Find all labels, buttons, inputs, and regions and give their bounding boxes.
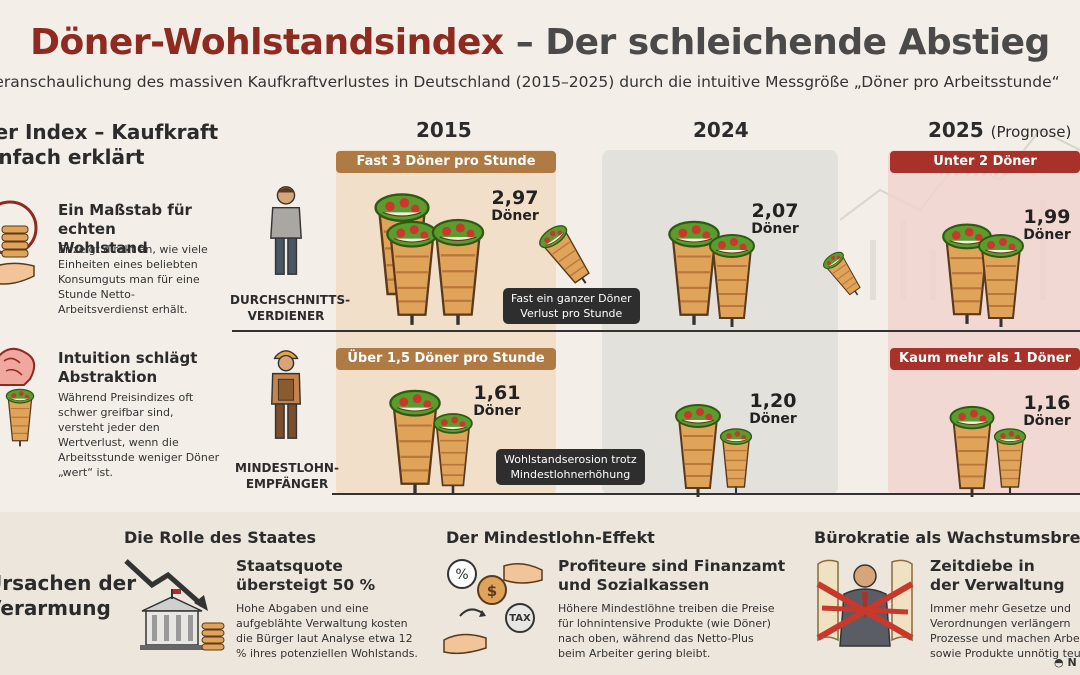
callout-average-loss: Fast ein ganzer Döner Verlust pro Stunde bbox=[503, 288, 640, 324]
year-2025-header: 2025 (Prognose) bbox=[928, 118, 1071, 142]
doner-icon-min-2025-2 bbox=[993, 427, 1027, 494]
block2-title: Intuition schlägt Abstraktion bbox=[58, 349, 198, 386]
value-min-2015-number: 1,61 bbox=[473, 382, 521, 404]
value-avg-2015: 2,97 Döner bbox=[480, 188, 550, 224]
year-2024-header: 2024 bbox=[693, 118, 749, 142]
minimum-wage-worker-icon bbox=[271, 350, 301, 439]
row-divider-top bbox=[232, 330, 1080, 332]
average-earner-icon bbox=[270, 186, 302, 275]
band-average-2025: Unter 2 Döner bbox=[890, 151, 1080, 173]
band-minimum-2025: Kaum mehr als 1 Döner bbox=[890, 348, 1080, 370]
section-state-subheading-line1: Staatsquote bbox=[236, 557, 343, 575]
band-minimum-2015: Über 1,5 Döner pro Stunde bbox=[336, 348, 556, 370]
year-2025-label: 2025 bbox=[928, 118, 984, 142]
value-min-2024: 1,20 Döner bbox=[738, 391, 808, 427]
value-avg-2024-unit: Döner bbox=[751, 221, 799, 237]
value-avg-2025-number: 1,99 bbox=[1023, 206, 1071, 228]
index-heading-line1: Der Index – Kaufkraft bbox=[0, 120, 219, 144]
value-min-2024-unit: Döner bbox=[749, 411, 797, 427]
value-avg-2025: 1,99 Döner bbox=[1012, 207, 1080, 243]
callout-minimum-erosion-line1: Wohlstandserosion trotz bbox=[504, 453, 637, 466]
value-avg-2024: 2,07 Döner bbox=[740, 201, 810, 237]
value-avg-2015-number: 2,97 bbox=[491, 187, 539, 209]
footer-logo-icon: ◓ bbox=[1054, 656, 1064, 669]
row-divider-bottom bbox=[332, 493, 1080, 495]
section-minimum-wage-heading: Der Mindestlohn-Effekt bbox=[446, 528, 655, 547]
svg-text:%: % bbox=[455, 567, 468, 583]
section-state-subheading: Staatsquote übersteigt 50 % bbox=[236, 557, 436, 595]
section-minimum-wage-subheading: Profiteure sind Finanzamt und Sozialkass… bbox=[558, 557, 788, 595]
section-state-heading: Die Rolle des Staates bbox=[124, 528, 317, 547]
value-avg-2025-unit: Döner bbox=[1023, 227, 1071, 243]
value-min-2025: 1,16 Döner bbox=[1012, 393, 1080, 429]
block1-text: Er zeigt direkt an, wie viele Einheiten … bbox=[58, 243, 208, 316]
section-bureaucracy-subheading-line1: Zeitdiebe in bbox=[930, 557, 1035, 575]
brain-doner-icon bbox=[0, 347, 36, 447]
footer-logo-text: N bbox=[1067, 656, 1077, 669]
doner-icon-min-2024-2 bbox=[719, 427, 753, 494]
value-min-2015-unit: Döner bbox=[473, 403, 521, 419]
tax-label: TAX bbox=[509, 613, 531, 624]
minimum-wage-earner-label-line1: MINDESTLOHN- bbox=[235, 461, 339, 475]
section-bureaucracy-heading: Bürokratie als Wachstumsbremse bbox=[814, 528, 1080, 547]
value-min-2025-number: 1,16 bbox=[1023, 392, 1071, 414]
section-minimum-wage-subheading-line2: und Sozialkassen bbox=[558, 576, 710, 594]
callout-average-loss-line2: Verlust pro Stunde bbox=[520, 307, 623, 320]
bureaucrat-red-tape-icon bbox=[816, 559, 914, 647]
doner-icon-avg-2024-2 bbox=[708, 233, 756, 328]
doner-icon-avg-2015-3 bbox=[430, 217, 486, 326]
value-avg-2015-unit: Döner bbox=[491, 208, 539, 224]
minimum-wage-earner-label-line2: EMPFÄNGER bbox=[245, 477, 329, 491]
title-secondary: – Der schleichende Abstieg bbox=[503, 22, 1051, 63]
block2-text: Während Preisindizes oft schwer greifbar… bbox=[58, 391, 220, 479]
causes-heading-line2: Verarmung bbox=[0, 596, 111, 620]
year-2015-header: 2015 bbox=[416, 118, 472, 142]
average-earner-label-line1: DURCHSCHNITTS- bbox=[230, 293, 351, 307]
callout-minimum-erosion-line2: Mindestlohnerhöhung bbox=[510, 468, 631, 481]
svg-text:$: $ bbox=[487, 582, 497, 600]
tax-money-hands-icon: % $ bbox=[443, 559, 543, 655]
causes-heading-line1: Ursachen der bbox=[0, 571, 137, 595]
callout-average-loss-line1: Fast ein ganzer Döner bbox=[511, 292, 632, 305]
section-state-text: Hohe Abgaben und eine aufgeblähte Verwal… bbox=[236, 602, 418, 660]
index-heading: Der Index – Kaufkraft einfach erklärt bbox=[0, 120, 218, 170]
callout-minimum-erosion: Wohlstandserosion trotz Mindestlohnerhöh… bbox=[496, 449, 645, 485]
section-bureaucracy-subheading-line2: der Verwaltung bbox=[930, 576, 1065, 594]
value-min-2025-unit: Döner bbox=[1023, 413, 1071, 429]
forecast-note: (Prognose) bbox=[990, 123, 1072, 141]
index-heading-line2: einfach erklärt bbox=[0, 145, 145, 169]
footer-logo: ◓ N bbox=[1054, 656, 1077, 669]
doner-icon-avg-2025-2 bbox=[977, 233, 1025, 328]
government-building-icon bbox=[124, 559, 225, 651]
page-subtitle: Veranschaulichung des massiven Kaufkraft… bbox=[0, 73, 1060, 91]
section-state-subheading-line2: übersteigt 50 % bbox=[236, 576, 376, 594]
section-bureaucracy-subheading: Zeitdiebe in der Verwaltung bbox=[930, 557, 1080, 595]
value-min-2015: 1,61 Döner bbox=[462, 383, 532, 419]
value-avg-2024-number: 2,07 bbox=[751, 200, 799, 222]
band-average-2015: Fast 3 Döner pro Stunde bbox=[336, 151, 556, 173]
average-earner-label-line2: VERDIENER bbox=[247, 309, 325, 323]
average-earner-label: DURCHSCHNITTS- VERDIENER bbox=[230, 292, 351, 324]
value-min-2024-number: 1,20 bbox=[749, 390, 797, 412]
block1-title: Ein Maßstab für echten Wohlstand bbox=[58, 201, 192, 257]
causes-heading: Ursachen der Verarmung bbox=[0, 571, 136, 621]
section-minimum-wage-subheading-line1: Profiteure sind Finanzamt bbox=[558, 557, 786, 575]
section-minimum-wage-text: Höhere Mindestlöhne treiben die Preise f… bbox=[558, 602, 775, 660]
minimum-wage-earner-label: MINDESTLOHN- EMPFÄNGER bbox=[232, 460, 342, 492]
title-main: Döner-Wohlstandsindex bbox=[30, 22, 504, 63]
doner-icon-min-2015-2 bbox=[432, 412, 474, 494]
coin-hand-icon bbox=[0, 200, 38, 285]
page-title: Döner-Wohlstandsindex – Der schleichende… bbox=[0, 22, 1080, 63]
section-bureaucracy-text: Immer mehr Gesetze und Verordnungen verl… bbox=[930, 602, 1080, 660]
